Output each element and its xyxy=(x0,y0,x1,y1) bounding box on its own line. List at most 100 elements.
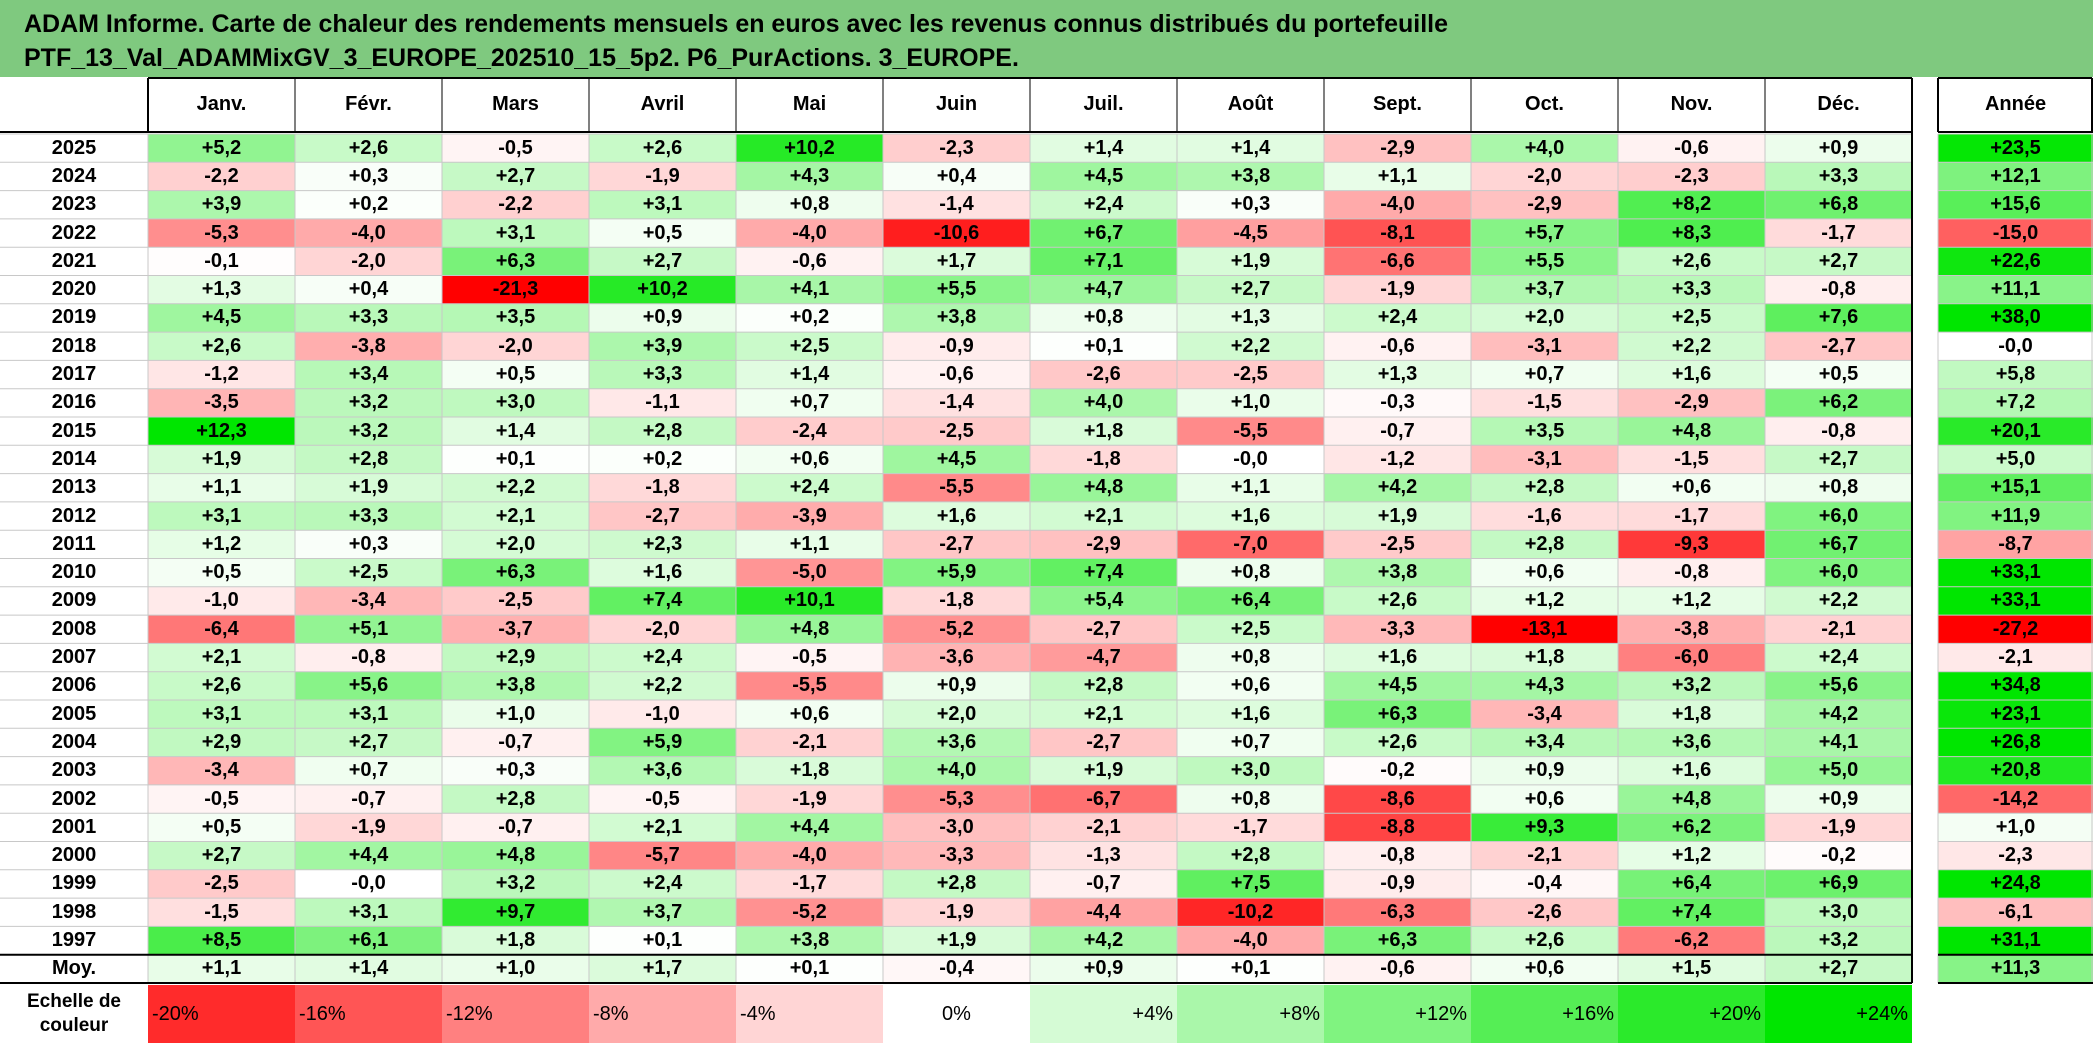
average-label: Moy. xyxy=(0,954,148,983)
heatmap-cell: -0,8 xyxy=(1765,275,1912,304)
heatmap-cell: -5,7 xyxy=(589,841,736,870)
annual-cell: -2,3 xyxy=(1938,841,2093,870)
heatmap-cell: +1,8 xyxy=(442,926,589,955)
heatmap-cell: -0,5 xyxy=(148,784,295,814)
heatmap-cell: -0,7 xyxy=(442,728,589,757)
average-cell: +2,7 xyxy=(1765,954,1912,983)
heatmap-cell: +7,4 xyxy=(1030,558,1177,587)
heatmap-cell: +0,2 xyxy=(736,303,883,333)
heatmap-cell: -6,7 xyxy=(1030,784,1177,814)
heatmap-cell: +0,3 xyxy=(442,756,589,785)
annual-cell: -6,1 xyxy=(1938,898,2093,927)
year-label: 2001 xyxy=(0,813,148,842)
annual-cell: +5,0 xyxy=(1938,445,2093,474)
heatmap-cell: -1,6 xyxy=(1471,501,1618,531)
month-header-4: Avril xyxy=(589,77,736,132)
heatmap-cell: -2,5 xyxy=(883,417,1030,446)
heatmap-cell: +2,6 xyxy=(1324,728,1471,757)
color-scale-swatch: +4% xyxy=(1030,985,1177,1043)
heatmap-cell: -0,5 xyxy=(589,784,736,814)
heatmap-cell: +2,0 xyxy=(442,530,589,559)
heatmap-cell: +8,3 xyxy=(1618,218,1765,248)
heatmap-cell: -1,8 xyxy=(589,473,736,502)
heatmap-cell: +2,9 xyxy=(148,728,295,757)
heatmap-cell: -1,5 xyxy=(1618,445,1765,474)
heatmap-cell: +4,3 xyxy=(736,162,883,191)
heatmap-cell: +0,3 xyxy=(1177,190,1324,219)
heatmap-cell: +4,0 xyxy=(1471,134,1618,163)
heatmap-cell: -0,0 xyxy=(1177,445,1324,474)
heatmap-cell: +2,4 xyxy=(1765,643,1912,672)
heatmap-cell: -0,7 xyxy=(1030,869,1177,899)
annual-cell: +31,1 xyxy=(1938,926,2093,955)
annual-cell: +11,1 xyxy=(1938,275,2093,304)
month-header-3: Mars xyxy=(442,77,589,132)
heatmap-cell: -2,3 xyxy=(1618,162,1765,191)
heatmap-cell: -2,5 xyxy=(1324,530,1471,559)
heatmap-cell: +1,6 xyxy=(589,558,736,587)
heatmap-cell: -2,3 xyxy=(883,134,1030,163)
year-label: 2006 xyxy=(0,671,148,700)
heatmap-cell: +3,1 xyxy=(589,190,736,219)
average-cell: +1,7 xyxy=(589,954,736,983)
heatmap-cell: +3,0 xyxy=(1177,756,1324,785)
heatmap-cell: +2,8 xyxy=(295,445,442,474)
heatmap-cell: -0,1 xyxy=(148,247,295,276)
heatmap-cell: +2,1 xyxy=(442,501,589,531)
heatmap-cell: +3,7 xyxy=(589,898,736,927)
heatmap-cell: -4,7 xyxy=(1030,643,1177,672)
heatmap-cell: -2,6 xyxy=(1471,898,1618,927)
heatmap-cell: +6,3 xyxy=(1324,926,1471,955)
heatmap-cell: +0,8 xyxy=(1177,643,1324,672)
heatmap-cell: +3,2 xyxy=(442,869,589,899)
heatmap-cell: -3,4 xyxy=(148,756,295,785)
heatmap-cell: +1,3 xyxy=(1177,303,1324,333)
heatmap-cell: -0,8 xyxy=(295,643,442,672)
heatmap-cell: +1,6 xyxy=(883,501,1030,531)
heatmap-cell: +2,7 xyxy=(295,728,442,757)
heatmap-cell: -2,7 xyxy=(589,501,736,531)
heatmap-cell: -0,8 xyxy=(1618,558,1765,587)
heatmap-cell: +0,1 xyxy=(589,926,736,955)
heatmap-cell: +1,6 xyxy=(1618,360,1765,389)
heatmap-cell: +2,2 xyxy=(589,671,736,700)
heatmap-cell: +2,7 xyxy=(589,247,736,276)
heatmap-cell: -6,3 xyxy=(1324,898,1471,927)
heatmap-cell: +5,5 xyxy=(883,275,1030,304)
heatmap-cell: +3,6 xyxy=(1618,728,1765,757)
heatmap-cell: +0,8 xyxy=(1765,473,1912,502)
year-label: 2020 xyxy=(0,275,148,304)
annual-header: Année xyxy=(1938,77,2093,132)
heatmap-cell: +1,4 xyxy=(1177,134,1324,163)
heatmap-cell: -0,2 xyxy=(1765,841,1912,870)
heatmap-cell: -2,9 xyxy=(1471,190,1618,219)
heatmap-cell: +2,8 xyxy=(589,417,736,446)
heatmap-cell: +2,6 xyxy=(148,332,295,361)
heatmap-cell: -1,0 xyxy=(589,700,736,729)
heatmap-cell: -21,3 xyxy=(442,275,589,304)
heatmap-cell: +3,1 xyxy=(295,700,442,729)
heatmap-cell: -0,9 xyxy=(883,332,1030,361)
heatmap-cell: +6,0 xyxy=(1765,501,1912,531)
heatmap-cell: +3,3 xyxy=(1765,162,1912,191)
heatmap-cell: -0,5 xyxy=(736,643,883,672)
heatmap-cell: +1,4 xyxy=(736,360,883,389)
heatmap-cell: +6,3 xyxy=(442,247,589,276)
heatmap-cell: +2,7 xyxy=(1765,247,1912,276)
heatmap-cell: +3,0 xyxy=(442,388,589,417)
heatmap-cell: +0,9 xyxy=(589,303,736,333)
heatmap-cell: +0,8 xyxy=(1177,784,1324,814)
heatmap-cell: -2,2 xyxy=(442,190,589,219)
annual-cell: +20,8 xyxy=(1938,756,2093,785)
heatmap-cell: +5,7 xyxy=(1471,218,1618,248)
heatmap-cell: -1,9 xyxy=(883,898,1030,927)
heatmap-cell: +1,6 xyxy=(1177,501,1324,531)
heatmap-cell: -2,7 xyxy=(1030,615,1177,644)
month-header-6: Juin xyxy=(883,77,1030,132)
annual-cell: +38,0 xyxy=(1938,303,2093,333)
heatmap-cell: +2,5 xyxy=(1618,303,1765,333)
year-label: 2013 xyxy=(0,473,148,502)
color-scale-swatch: -20% xyxy=(148,985,295,1043)
heatmap-cell: +1,8 xyxy=(736,756,883,785)
heatmap-cell: +4,4 xyxy=(295,841,442,870)
